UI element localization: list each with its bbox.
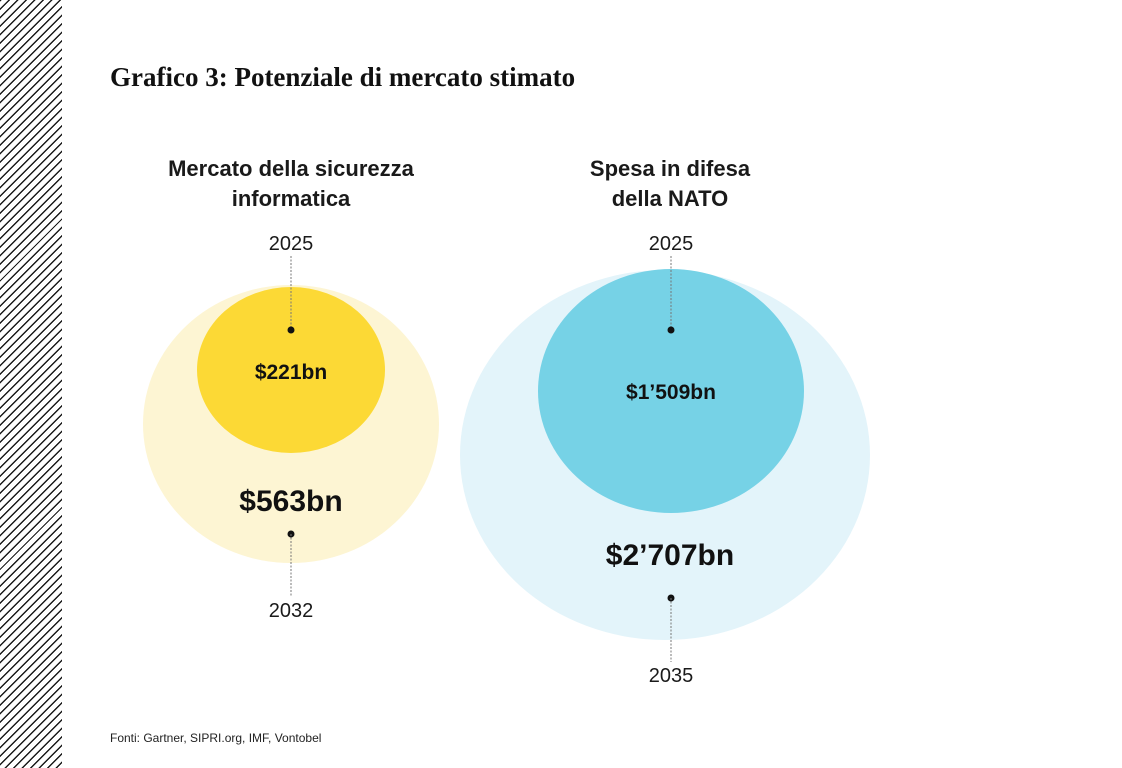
- nato-bubble-2025: [538, 269, 804, 513]
- nato-title-line-2: della NATO: [612, 186, 729, 211]
- nato-title-line-1: Spesa in difesa: [590, 156, 751, 181]
- cyber-year-end-label: 2032: [269, 600, 314, 622]
- cyber-end-value-label: $563bn: [239, 485, 342, 518]
- chart-group-cyber: Mercato della sicurezza informatica 2025…: [143, 156, 439, 622]
- nato-end-value-label: $2’707bn: [606, 539, 734, 572]
- chart-group-nato: Spesa in difesa della NATO 2025 $1’509bn…: [460, 156, 870, 687]
- nato-year-end-label: 2035: [649, 665, 694, 687]
- source-note: Fonti: Gartner, SIPRI.org, IMF, Vontobel: [110, 731, 322, 745]
- nato-year-start-label: 2025: [649, 233, 694, 255]
- hatched-sidebar: [0, 0, 62, 768]
- nato-start-value-label: $1’509bn: [626, 381, 716, 404]
- cyber-bubble-2025: [197, 287, 385, 453]
- cyber-start-value-label: $221bn: [255, 361, 327, 384]
- cyber-title-line-1: Mercato della sicurezza: [168, 156, 415, 181]
- cyber-title-line-2: informatica: [232, 186, 351, 211]
- page-title: Grafico 3: Potenziale di mercato stimato: [110, 62, 576, 92]
- nato-start-marker: [667, 326, 675, 334]
- cyber-start-marker: [287, 326, 295, 334]
- cyber-year-start-label: 2025: [269, 233, 314, 255]
